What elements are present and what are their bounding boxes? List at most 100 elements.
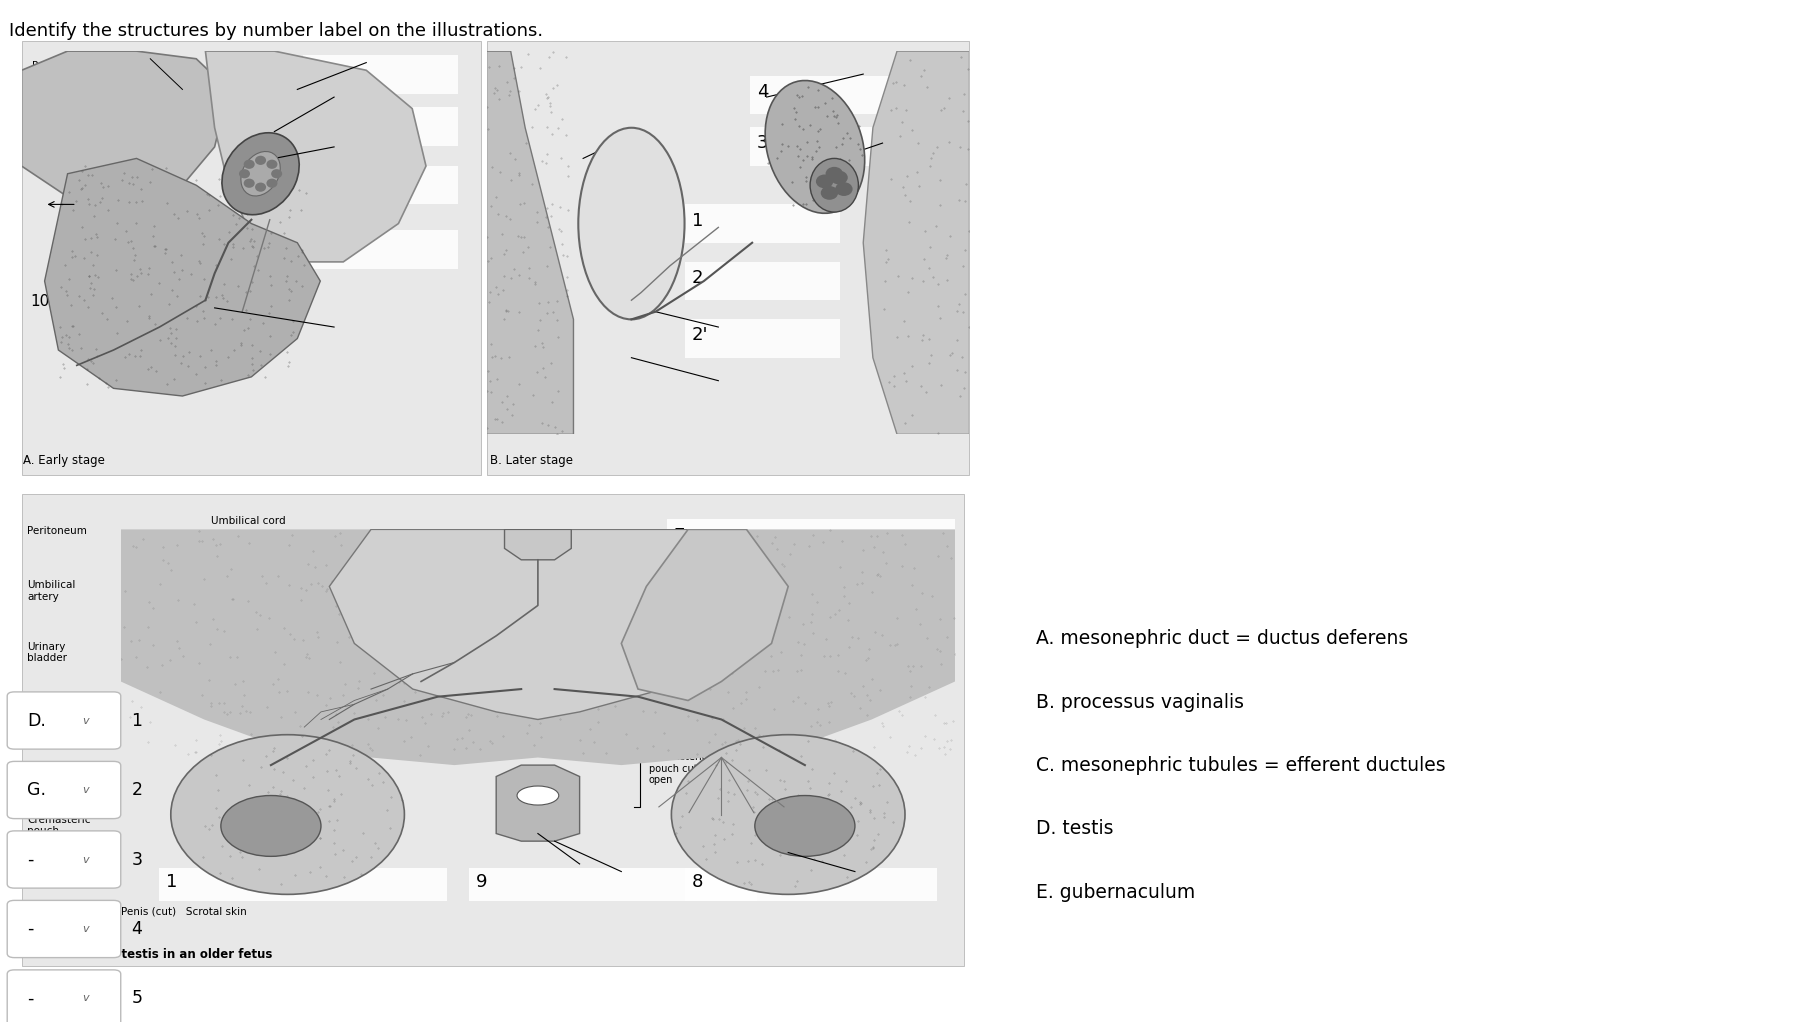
Text: 3: 3 <box>132 850 142 869</box>
Polygon shape <box>487 51 573 434</box>
Text: C. mesonephric tubules = efferent ductules: C. mesonephric tubules = efferent ductul… <box>1036 756 1445 775</box>
Text: Cremasteric
pouch cut
open: Cremasteric pouch cut open <box>649 752 708 785</box>
Text: v: v <box>81 993 88 1004</box>
Text: 2: 2 <box>132 781 142 799</box>
Text: 4: 4 <box>310 173 321 191</box>
Text: G.: G. <box>27 781 47 799</box>
FancyBboxPatch shape <box>750 127 948 166</box>
Polygon shape <box>505 529 571 560</box>
Text: 1: 1 <box>132 711 142 730</box>
Text: Cremasteric
pouch: Cremasteric pouch <box>27 815 90 836</box>
FancyBboxPatch shape <box>685 868 937 901</box>
Circle shape <box>820 186 838 199</box>
Text: A. Early stage: A. Early stage <box>23 454 105 467</box>
Text: -: - <box>27 920 34 938</box>
FancyBboxPatch shape <box>303 166 458 204</box>
Polygon shape <box>330 529 746 719</box>
Polygon shape <box>622 529 787 700</box>
Text: B. processus vaginalis: B. processus vaginalis <box>1036 693 1243 711</box>
FancyBboxPatch shape <box>487 41 969 475</box>
Ellipse shape <box>222 133 299 215</box>
Circle shape <box>834 182 852 196</box>
FancyBboxPatch shape <box>7 831 121 888</box>
Text: 3: 3 <box>310 62 321 81</box>
Text: B. Later stage: B. Later stage <box>490 454 573 467</box>
Circle shape <box>243 159 254 169</box>
FancyBboxPatch shape <box>7 970 121 1022</box>
FancyBboxPatch shape <box>667 519 955 558</box>
Text: 9: 9 <box>476 873 487 891</box>
Polygon shape <box>45 158 321 396</box>
Ellipse shape <box>171 735 404 894</box>
Text: 5: 5 <box>674 643 685 661</box>
Text: A. mesonephric duct = ductus deferens: A. mesonephric duct = ductus deferens <box>1036 630 1409 648</box>
FancyBboxPatch shape <box>685 319 840 358</box>
Text: v: v <box>81 785 88 795</box>
FancyBboxPatch shape <box>22 494 964 966</box>
Text: Urinary
bladder: Urinary bladder <box>27 642 67 663</box>
Text: Identify the structures by number label on the illustrations.: Identify the structures by number label … <box>9 22 542 41</box>
Text: -: - <box>27 989 34 1008</box>
Polygon shape <box>121 529 955 765</box>
FancyBboxPatch shape <box>22 41 481 475</box>
Circle shape <box>831 171 847 184</box>
Text: 1: 1 <box>692 212 703 230</box>
FancyBboxPatch shape <box>159 868 447 901</box>
Text: 10: 10 <box>31 294 50 309</box>
Text: Peritoneum: Peritoneum <box>27 526 86 537</box>
Text: Umbilical cord: Umbilical cord <box>211 516 285 526</box>
FancyBboxPatch shape <box>750 76 948 114</box>
FancyBboxPatch shape <box>667 585 955 623</box>
FancyBboxPatch shape <box>7 761 121 819</box>
Circle shape <box>240 169 250 178</box>
Text: 1: 1 <box>166 873 177 891</box>
Text: Umbilical
artery: Umbilical artery <box>27 580 76 602</box>
Text: Cremasteric
muscle: Cremasteric muscle <box>508 787 568 808</box>
FancyBboxPatch shape <box>685 262 840 300</box>
Circle shape <box>267 179 278 188</box>
Ellipse shape <box>672 735 905 894</box>
Ellipse shape <box>766 81 865 214</box>
Text: 5: 5 <box>132 989 142 1008</box>
Text: 3: 3 <box>757 134 768 152</box>
Text: D.: D. <box>27 711 45 730</box>
FancyBboxPatch shape <box>469 868 757 901</box>
Circle shape <box>270 169 283 178</box>
Circle shape <box>267 159 278 169</box>
Ellipse shape <box>755 795 854 856</box>
Circle shape <box>816 175 833 188</box>
Ellipse shape <box>811 158 858 212</box>
Text: 2: 2 <box>692 269 703 287</box>
Text: -: - <box>27 850 34 869</box>
Polygon shape <box>205 51 425 262</box>
Ellipse shape <box>578 128 685 319</box>
Circle shape <box>256 183 267 192</box>
FancyBboxPatch shape <box>685 204 840 243</box>
Text: 8: 8 <box>692 873 703 891</box>
Text: 2: 2 <box>310 237 321 256</box>
FancyBboxPatch shape <box>303 107 458 146</box>
Ellipse shape <box>222 795 321 856</box>
FancyBboxPatch shape <box>7 692 121 749</box>
FancyBboxPatch shape <box>667 636 955 675</box>
Text: D. testis: D. testis <box>1036 820 1114 838</box>
Polygon shape <box>22 51 229 204</box>
Text: 6: 6 <box>674 592 685 610</box>
Text: 7: 7 <box>674 526 685 545</box>
Circle shape <box>517 786 559 805</box>
Text: 4: 4 <box>132 920 142 938</box>
FancyBboxPatch shape <box>303 230 458 269</box>
Circle shape <box>256 155 267 165</box>
Ellipse shape <box>241 151 281 196</box>
Polygon shape <box>863 51 969 434</box>
Text: 4: 4 <box>757 83 768 101</box>
Text: E. gubernaculum: E. gubernaculum <box>1036 883 1195 901</box>
Text: Penis (cut)   Scrotal skin: Penis (cut) Scrotal skin <box>121 907 247 917</box>
Circle shape <box>825 167 843 181</box>
Polygon shape <box>496 765 580 841</box>
Text: 2': 2' <box>692 326 708 344</box>
Text: Peritoneal cavity: Peritoneal cavity <box>32 61 119 72</box>
Text: 1: 1 <box>310 114 321 133</box>
Text: v: v <box>81 924 88 934</box>
FancyBboxPatch shape <box>303 55 458 94</box>
